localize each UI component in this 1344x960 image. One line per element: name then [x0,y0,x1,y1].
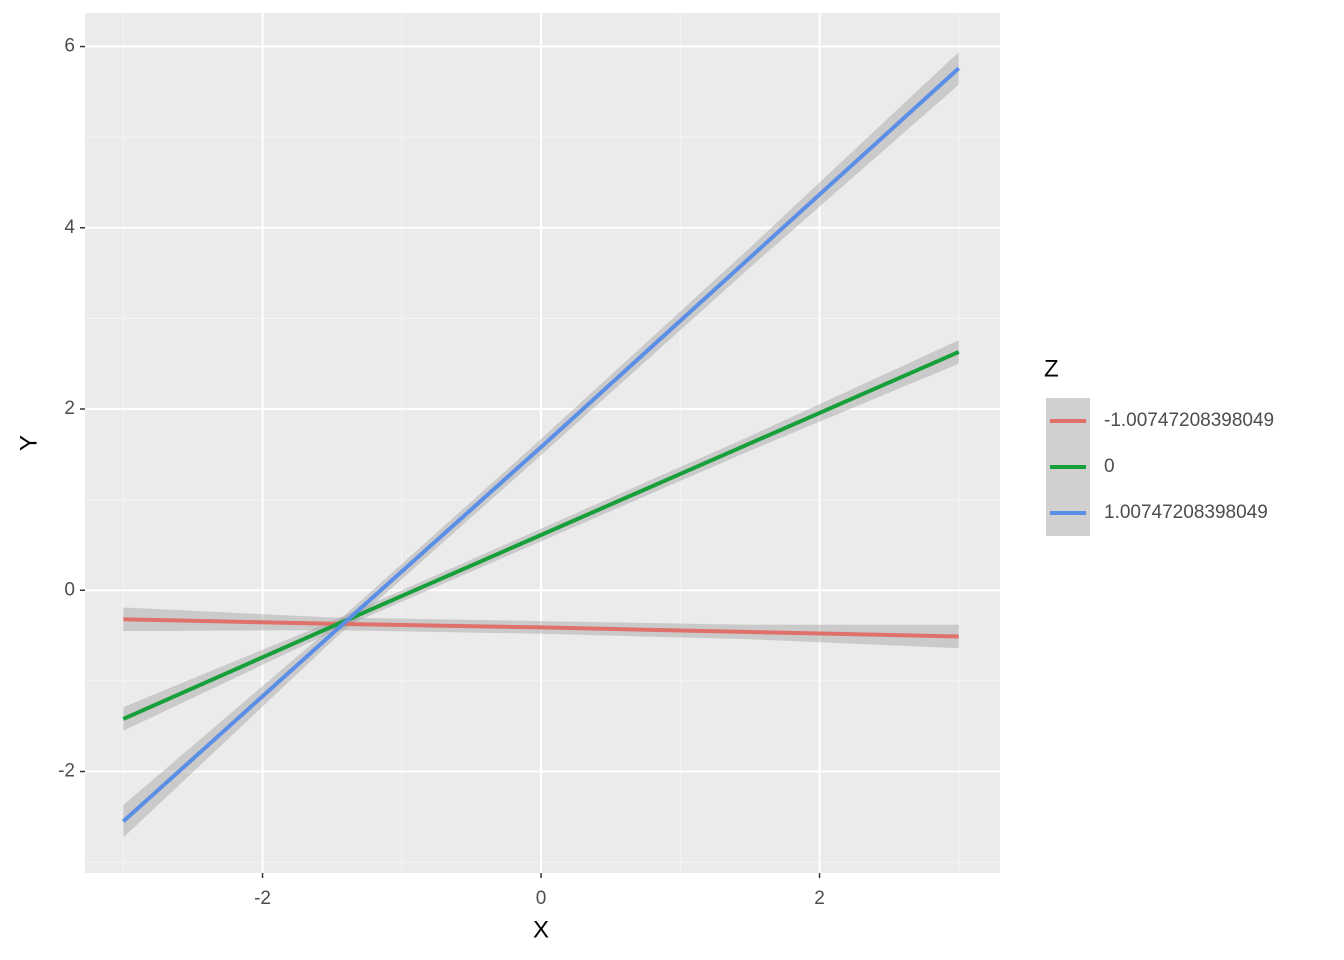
y-tick-label: 4 [64,217,75,238]
panel [85,13,1000,873]
line [121,66,961,823]
y-axis-title: Y [15,435,42,451]
x-axis-title: X [533,916,549,943]
legend-label: 1.00747208398049 [1104,502,1268,523]
x-tick-label: 2 [814,888,825,909]
line [122,350,960,721]
y-tick-label: 0 [64,579,75,600]
legend-label: -1.00747208398049 [1104,410,1274,431]
legend-label: 0 [1104,456,1115,477]
x-tick-label: 0 [536,888,547,909]
y-tick-label: -2 [58,761,75,782]
y-tick-label: 2 [64,398,75,419]
line [123,617,959,639]
x-tick-label: -2 [254,888,271,909]
legend-title: Z [1044,355,1059,382]
y-tick-label: 6 [64,36,75,57]
